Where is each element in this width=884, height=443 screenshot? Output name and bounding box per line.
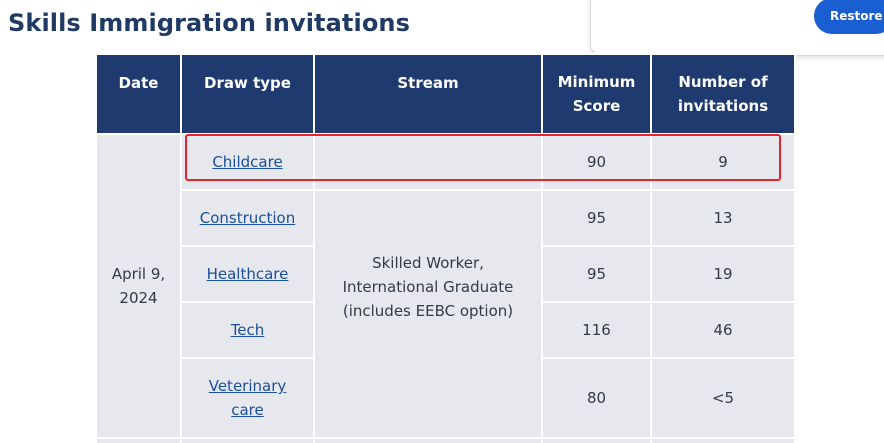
header-draw-type: Draw type (180, 53, 315, 135)
header-invitations-line1: Number of (678, 73, 768, 91)
header-stream: Stream (313, 53, 543, 135)
stub-cell (650, 437, 796, 443)
stub-cell (313, 437, 543, 443)
table-row-veterinary-care: Veterinary care 80 <5 (96, 357, 796, 439)
header-invitations-line2: invitations (677, 97, 769, 115)
header-date: Date (95, 53, 182, 135)
draw-type-link-childcare[interactable]: Childcare (212, 153, 283, 171)
draw-type-veterinary-line2: care (231, 401, 264, 419)
stream-cell-empty (313, 133, 543, 191)
table-header-row: Date Draw type Stream Minimum Score Numb… (95, 53, 796, 135)
stream-line2: International Graduate (342, 278, 514, 296)
min-score-cell: 95 (541, 189, 652, 247)
draw-type-cell: Childcare (180, 133, 315, 191)
draw-type-cell: Construction (180, 189, 315, 247)
draw-type-veterinary-line1: Veterinary (208, 377, 287, 395)
date-cell: April 9, 2024 (95, 133, 182, 439)
draw-type-link-tech[interactable]: Tech (230, 321, 265, 339)
min-score-cell: 90 (541, 133, 652, 191)
draw-type-cell: Veterinary care (180, 357, 315, 439)
invitations-cell: 9 (650, 133, 796, 191)
stream-cell: Skilled Worker, International Graduate (… (313, 189, 543, 439)
table-row-childcare: April 9, 2024 Childcare 90 9 (95, 133, 796, 439)
header-minimum-score: Minimum Score (541, 53, 652, 135)
table-row-construction: Construction Skilled Worker, Internation… (96, 189, 796, 439)
draw-type-link-veterinary-care[interactable]: Veterinary care (209, 377, 287, 419)
date-line1: April 9, (111, 265, 166, 283)
stub-cell (95, 437, 182, 443)
invitations-cell: 46 (650, 301, 796, 359)
page-title: Skills Immigration invitations (8, 9, 410, 37)
table-row-next (95, 437, 796, 443)
min-score-cell: 80 (541, 357, 652, 439)
restore-button[interactable]: Restore (814, 0, 884, 34)
draw-type-cell: Healthcare (180, 245, 315, 303)
header-minimum-score-line1: Minimum (557, 73, 636, 91)
invitations-table-container: Date Draw type Stream Minimum Score Numb… (95, 53, 796, 443)
stream-line1: Skilled Worker, (372, 254, 484, 272)
invitations-cell: 13 (650, 189, 796, 247)
invitations-cell: 19 (650, 245, 796, 303)
date-line2: 2024 (119, 289, 158, 307)
stream-line3: (includes EEBC option) (342, 302, 514, 320)
stub-cell (541, 437, 652, 443)
header-number-of-invitations: Number of invitations (650, 53, 796, 135)
header-minimum-score-line2: Score (572, 97, 621, 115)
min-score-cell: 95 (541, 245, 652, 303)
table-row-tech: Tech 116 46 (96, 301, 796, 359)
draw-type-cell: Tech (180, 301, 315, 359)
invitations-cell: <5 (650, 357, 796, 439)
draw-type-link-healthcare[interactable]: Healthcare (206, 265, 289, 283)
min-score-cell: 116 (541, 301, 652, 359)
stub-cell (180, 437, 315, 443)
draw-type-link-construction[interactable]: Construction (199, 209, 296, 227)
table-row-healthcare: Healthcare 95 19 (96, 245, 796, 303)
invitations-table: Date Draw type Stream Minimum Score Numb… (95, 53, 796, 443)
